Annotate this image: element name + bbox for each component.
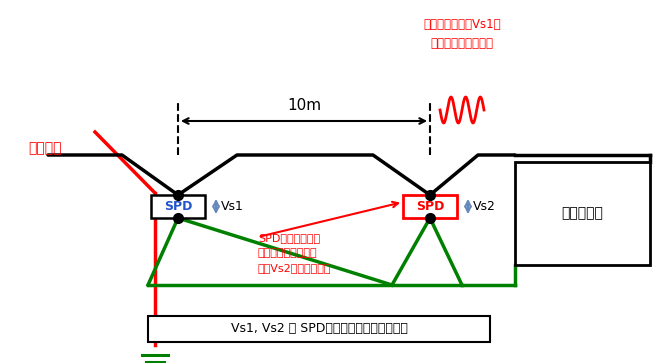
Text: 10m: 10m [287, 98, 321, 113]
Text: SPD: SPD [164, 200, 192, 213]
Text: Vs1: Vs1 [221, 200, 244, 213]
Bar [151, 195, 205, 218]
Text: SPD: SPD [416, 200, 444, 213]
Text: Vs1, Vs2 ： SPDによって制限された電圧: Vs1, Vs2 ： SPDによって制限された電圧 [231, 322, 407, 335]
Bar [515, 162, 650, 265]
Text: 被保護機器: 被保護機器 [562, 207, 603, 220]
Text: 雷サージ: 雷サージ [28, 141, 62, 155]
Text: Vs2: Vs2 [473, 200, 496, 213]
Text: SPDを追加で設置
振動現象による過電
圧をVs2に制限する。: SPDを追加で設置 振動現象による過電 圧をVs2に制限する。 [258, 233, 331, 273]
Text: 振動現象によりVs1を
超える過電圧が発生: 振動現象によりVs1を 超える過電圧が発生 [423, 18, 501, 50]
Bar [403, 195, 457, 218]
Bar [148, 316, 490, 342]
